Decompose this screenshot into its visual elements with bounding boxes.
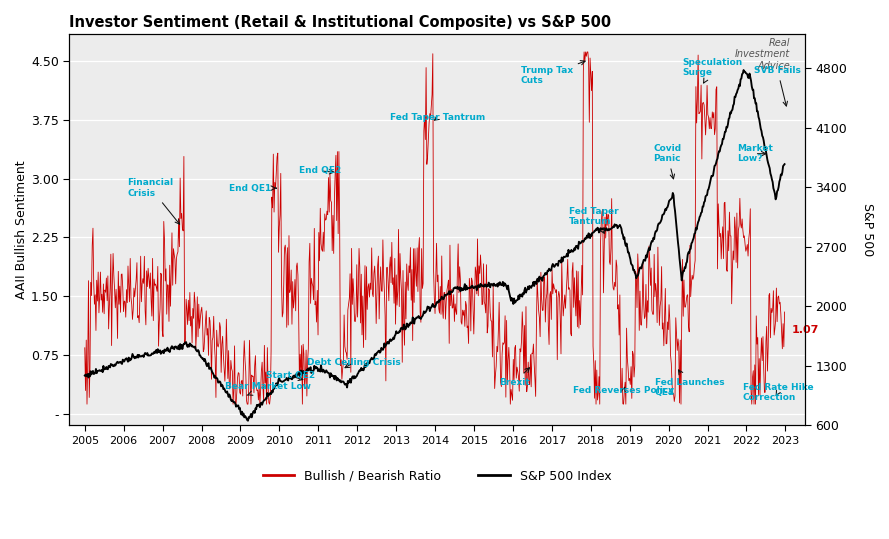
Y-axis label: S&P 500: S&P 500: [861, 203, 874, 256]
Text: End QE2: End QE2: [299, 167, 341, 175]
Text: Start QE2: Start QE2: [266, 371, 315, 381]
Text: Financial
Crisis: Financial Crisis: [128, 178, 180, 224]
Text: Fed Rate Hike
Correction: Fed Rate Hike Correction: [742, 383, 813, 402]
Text: Market
Low?: Market Low?: [737, 144, 773, 163]
Legend: Bullish / Bearish Ratio, S&P 500 Index: Bullish / Bearish Ratio, S&P 500 Index: [258, 465, 616, 487]
Text: Fed Taper
Tantrum: Fed Taper Tantrum: [569, 206, 619, 233]
Text: Real
Investment
Advice: Real Investment Advice: [735, 38, 790, 71]
Text: SVB Fails: SVB Fails: [754, 66, 801, 106]
Text: Investor Sentiment (Retail & Institutional Composite) vs S&P 500: Investor Sentiment (Retail & Institution…: [69, 15, 612, 30]
Text: Fed Reverses Policy: Fed Reverses Policy: [573, 385, 675, 395]
Text: Trump Tax
Cuts: Trump Tax Cuts: [521, 60, 585, 85]
Text: Bear Market Low: Bear Market Low: [225, 383, 311, 395]
Text: Brexit: Brexit: [500, 368, 530, 387]
Text: Fed Launches
QE4: Fed Launches QE4: [655, 370, 725, 397]
Text: Fed Taper Tantrum: Fed Taper Tantrum: [390, 113, 485, 122]
Text: Speculation
Surge: Speculation Surge: [682, 58, 742, 83]
Text: Covid
Panic: Covid Panic: [653, 144, 681, 179]
Text: 1.07: 1.07: [791, 325, 819, 335]
Y-axis label: AAII Bullish Sentiment: AAII Bullish Sentiment: [15, 160, 28, 299]
Text: End QE1: End QE1: [228, 184, 276, 192]
Text: Debt Ceiling Crisis: Debt Ceiling Crisis: [307, 358, 400, 368]
